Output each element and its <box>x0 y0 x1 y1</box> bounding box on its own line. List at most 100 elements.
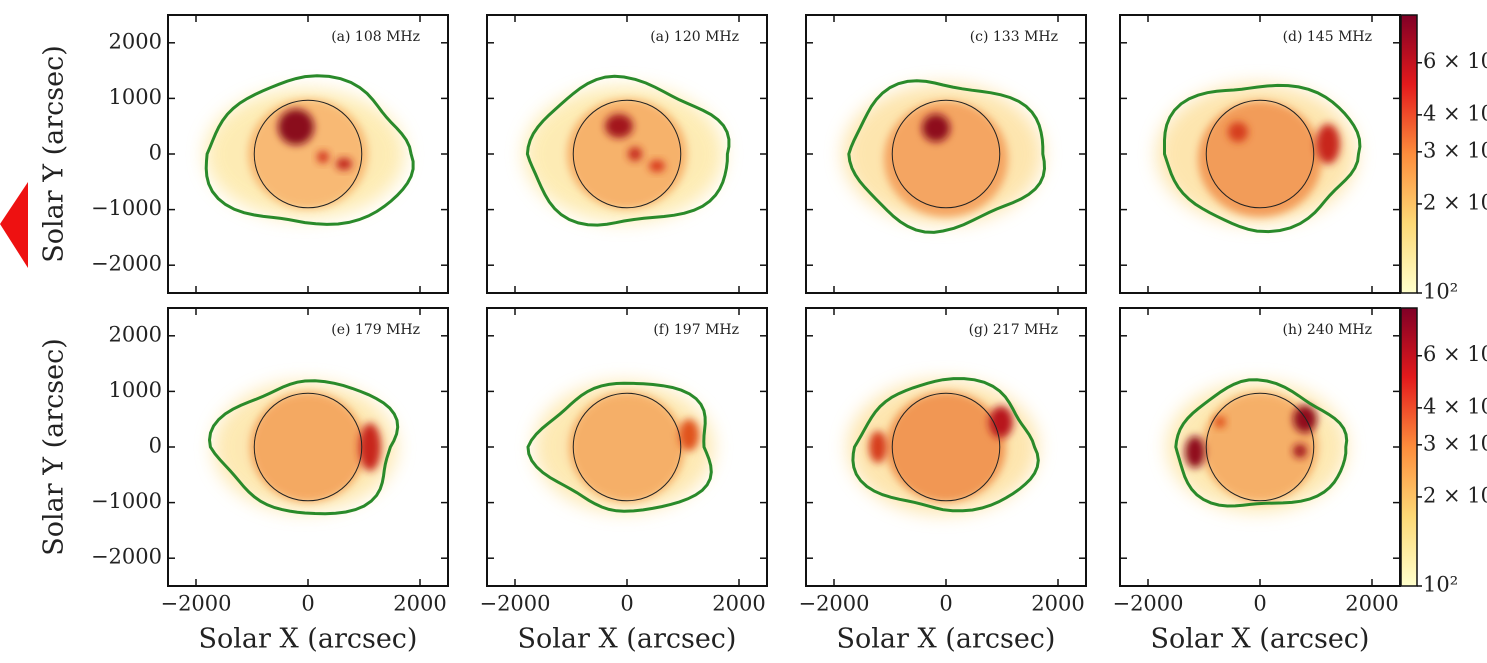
colorbar-tick-label: 6 × 10² <box>1423 342 1487 366</box>
contour <box>204 74 415 226</box>
y-tick-label: 2000 <box>109 322 162 346</box>
panel: (h) 240 MHz −2000 0 2000 Solar X (arcsec) 10²… <box>1112 307 1487 655</box>
emission-image <box>848 377 1040 514</box>
emission <box>869 431 887 463</box>
y-axis-label: Solar Y (arcsec) <box>39 45 70 263</box>
colorbar-tick-label: 4 × 10² <box>1423 101 1487 125</box>
x-axis-label: Solar X (arcsec) <box>837 624 1056 655</box>
x-tick-label: 2000 <box>712 592 765 616</box>
emission <box>886 392 1006 502</box>
colorbar-tick-label: 10² <box>1423 280 1458 304</box>
contour <box>525 74 731 227</box>
emission <box>317 151 329 163</box>
x-tick-label: 0 <box>1253 592 1266 616</box>
panel: (f) 197 MHz −2000 0 2000 Solar X (arcsec) <box>479 307 768 655</box>
emission-image <box>204 74 415 226</box>
colorbar-tick-label: 2 × 10² <box>1423 483 1487 507</box>
emission <box>1228 122 1248 142</box>
panel-title: (d) 145 MHz <box>1283 29 1372 45</box>
solar-disk <box>253 392 363 502</box>
x-tick-label: 0 <box>939 592 952 616</box>
y-tick-label: −2000 <box>91 545 162 569</box>
emission <box>248 99 368 209</box>
emission-image <box>526 381 714 513</box>
contour <box>847 79 1047 234</box>
solar-disk <box>1205 99 1315 209</box>
x-axis-label: Solar X (arcsec) <box>199 624 418 655</box>
colorbar-tick-label: 4 × 10² <box>1423 394 1487 418</box>
solar-disk <box>1205 392 1315 502</box>
emission <box>628 147 642 161</box>
colorbar-tick-label: 6 × 10² <box>1423 49 1487 73</box>
emission <box>989 406 1013 438</box>
contour <box>1163 83 1362 234</box>
panel: (d) 145 MHz 10² 2 × 10² 3 × 10² 4 × 10² 6 × 1… <box>1119 14 1487 304</box>
panel-title: (a) 108 MHz <box>331 29 420 45</box>
x-tick-label: −2000 <box>160 592 231 616</box>
emission <box>1198 101 1322 217</box>
panel-title: (a) 120 MHz <box>650 29 739 45</box>
x-tick-label: 0 <box>620 592 633 616</box>
colorbar <box>1400 307 1418 587</box>
panel: (c) 133 MHz <box>805 14 1087 294</box>
emission <box>278 109 314 145</box>
emission <box>922 114 950 142</box>
y-tick-label: 2000 <box>109 29 162 53</box>
y-axis-label: Solar Y (arcsec) <box>39 338 70 556</box>
y-tick-label: −1000 <box>91 196 162 220</box>
emission <box>1316 124 1340 164</box>
contour <box>207 379 400 516</box>
emission <box>1293 444 1307 458</box>
emission <box>884 101 1008 217</box>
x-tick-label: −2000 <box>479 592 550 616</box>
emission <box>605 114 633 138</box>
emission-image <box>524 74 731 227</box>
colorbar <box>1400 14 1418 294</box>
x-tick-label: 0 <box>301 592 314 616</box>
panel: (e) 179 MHz −2000 0 2000 −2000 −1000 0 1000 2000… <box>39 307 449 655</box>
x-axis-label: Solar X (arcsec) <box>1151 624 1370 655</box>
x-tick-label: −2000 <box>1112 592 1183 616</box>
emission <box>567 99 687 209</box>
emission <box>649 160 665 172</box>
panel-title: (c) 133 MHz <box>970 29 1058 45</box>
panel-title: (f) 197 MHz <box>653 322 739 338</box>
solar-disk <box>253 99 363 209</box>
contour <box>1174 378 1349 508</box>
emission-image <box>1157 83 1362 234</box>
emission <box>1185 436 1205 468</box>
solar-disk <box>572 392 682 502</box>
emission-image <box>207 379 400 516</box>
y-tick-label: 0 <box>149 141 162 165</box>
x-axis-label: Solar X (arcsec) <box>518 624 737 655</box>
panel-title: (e) 179 MHz <box>331 322 420 338</box>
x-tick-label: 2000 <box>393 592 446 616</box>
emission <box>1214 416 1226 428</box>
emission <box>359 423 381 471</box>
solar-disk <box>572 99 682 209</box>
y-tick-label: 1000 <box>109 85 162 109</box>
solar-disk <box>891 392 1001 502</box>
solar-disk <box>891 99 1001 209</box>
contour <box>526 381 713 513</box>
emission <box>569 392 685 502</box>
y-tick-label: −1000 <box>91 489 162 513</box>
panel-title: (g) 217 MHz <box>969 322 1058 338</box>
panel: (a) 108 MHz −2000 −1000 0 1000 2000 Solar Y (a… <box>39 14 449 294</box>
contour <box>851 377 1040 513</box>
emission-image <box>1167 378 1349 512</box>
panel: (g) 217 MHz −2000 0 2000 Solar X (arcsec) <box>798 307 1087 655</box>
colorbar-tick-label: 10² <box>1423 573 1458 597</box>
emission <box>679 419 699 451</box>
emission <box>250 392 366 502</box>
pointer-arrow <box>0 182 28 268</box>
emission <box>336 158 352 170</box>
x-tick-label: 2000 <box>1345 592 1398 616</box>
panel-title: (h) 240 MHz <box>1283 322 1372 338</box>
colorbar-tick-label: 3 × 10² <box>1423 138 1487 162</box>
y-tick-label: −2000 <box>91 252 162 276</box>
colorbar-tick-label: 2 × 10² <box>1423 190 1487 214</box>
y-tick-label: 1000 <box>109 378 162 402</box>
